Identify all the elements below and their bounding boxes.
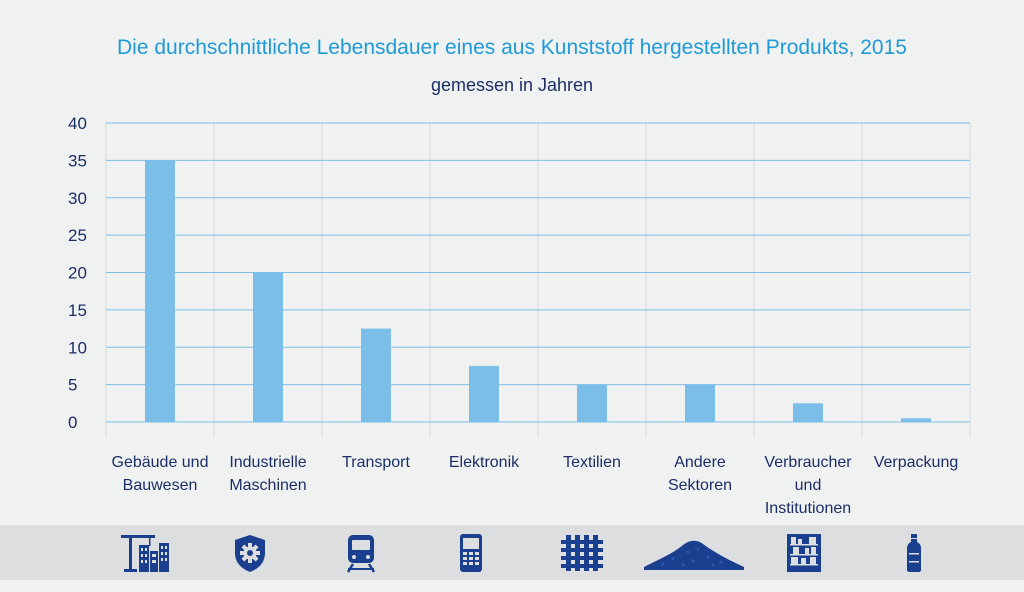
y-tick-label: 40 — [68, 114, 87, 133]
granulate-pile-icon — [640, 525, 748, 580]
x-category-label: Transport — [342, 454, 410, 471]
y-tick-label: 10 — [68, 338, 87, 357]
x-category-label: Maschinen — [229, 477, 306, 494]
x-category-label: Gebäude und — [112, 454, 209, 471]
bar — [793, 403, 823, 422]
x-category-label: Industrielle — [229, 454, 306, 471]
shelves-icon — [759, 525, 849, 580]
bar — [469, 365, 499, 422]
bar — [253, 272, 283, 422]
bar — [145, 160, 175, 422]
y-tick-label: 5 — [68, 376, 77, 395]
y-tick-label: 30 — [68, 189, 87, 208]
y-tick-label: 0 — [68, 413, 77, 432]
bottle-icon — [869, 525, 959, 580]
chart-subtitle: gemessen in Jahren — [430, 75, 594, 95]
bar — [901, 418, 931, 422]
gear-shield-icon — [205, 525, 295, 580]
bar-chart: 0 5 10 15 20 25 30 35 40 Gebäude und Bauwesen Indus… — [68, 114, 971, 517]
bar — [685, 384, 715, 422]
x-category-label: Andere — [674, 454, 726, 471]
y-tick-label: 20 — [68, 264, 87, 283]
x-category-label: Elektronik — [449, 454, 520, 471]
y-tick-label: 35 — [68, 151, 87, 170]
building-crane-icon — [100, 525, 190, 580]
icon-band — [0, 525, 1024, 580]
bar — [361, 328, 391, 422]
x-category-label: Verpackung — [874, 454, 959, 471]
bar — [577, 384, 607, 422]
mobile-phone-icon — [426, 525, 516, 580]
train-icon — [316, 525, 406, 580]
x-category-label: Bauwesen — [123, 477, 198, 494]
x-category-label: und — [795, 477, 822, 494]
x-category-label: Institutionen — [765, 500, 851, 517]
x-category-label: Verbraucher — [764, 454, 852, 471]
x-category-label: Textilien — [563, 454, 621, 471]
textile-weave-icon — [537, 525, 627, 580]
chart-title: Die durchschnittliche Lebensdauer eines … — [117, 36, 907, 59]
x-category-label: Sektoren — [668, 477, 732, 494]
y-tick-label: 25 — [68, 226, 87, 245]
y-tick-label: 15 — [68, 301, 87, 320]
